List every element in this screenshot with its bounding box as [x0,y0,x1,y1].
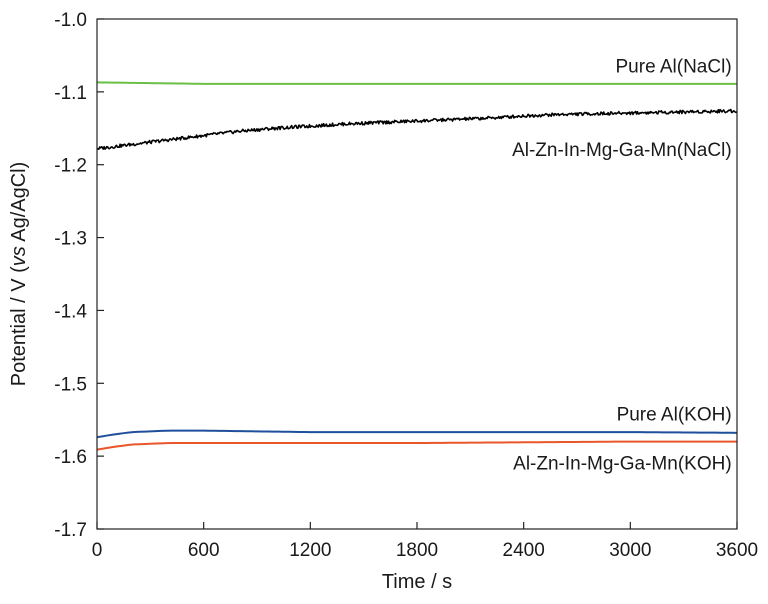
y-tick-label: -1.2 [54,156,87,177]
x-tick-label: 600 [188,540,220,561]
x-tick-label: 3000 [609,540,651,561]
y-axis-title-italic: vs [8,246,30,266]
series-label: Al-Zn-In-Mg-Ga-Mn(NaCl) [512,140,732,161]
y-tick-label: -1.6 [54,447,87,468]
y-tick-label: -1.5 [54,374,87,395]
x-tick-label: 3600 [716,540,758,561]
series-line-4 [97,442,737,450]
series-line-3 [97,431,737,438]
x-tick-label: 1800 [396,540,438,561]
y-tick-label: -1.4 [54,301,87,322]
x-tick-label: 1200 [289,540,331,561]
series-label: Pure Al(KOH) [617,405,732,426]
series-label: Pure Al(NaCl) [616,56,732,77]
x-tick-label: 2400 [503,540,545,561]
x-tick-label: 0 [92,540,103,561]
y-tick-label: -1.1 [54,83,87,104]
series-layer [97,82,737,449]
x-axis: 0 600 1200 1800 2400 3000 3600 [92,522,758,561]
series-label: Al-Zn-In-Mg-Ga-Mn(KOH) [513,453,732,474]
y-tick-label: -1.7 [54,520,87,541]
y-tick-label: -1.0 [54,10,87,31]
y-tick-label: -1.3 [54,229,87,250]
series-line-1 [97,82,737,83]
y-axis-title-prefix: Potential / V ( [8,266,30,386]
y-axis-title-suffix: Ag/AgCl) [8,162,30,246]
annotation-layer: Pure Al(NaCl) Al-Zn-In-Mg-Ga-Mn(NaCl) Pure… [512,56,732,474]
x-axis-title: Time / s [382,571,452,593]
y-axis-title: Potential / V (vs Ag/AgCl) [8,162,30,387]
